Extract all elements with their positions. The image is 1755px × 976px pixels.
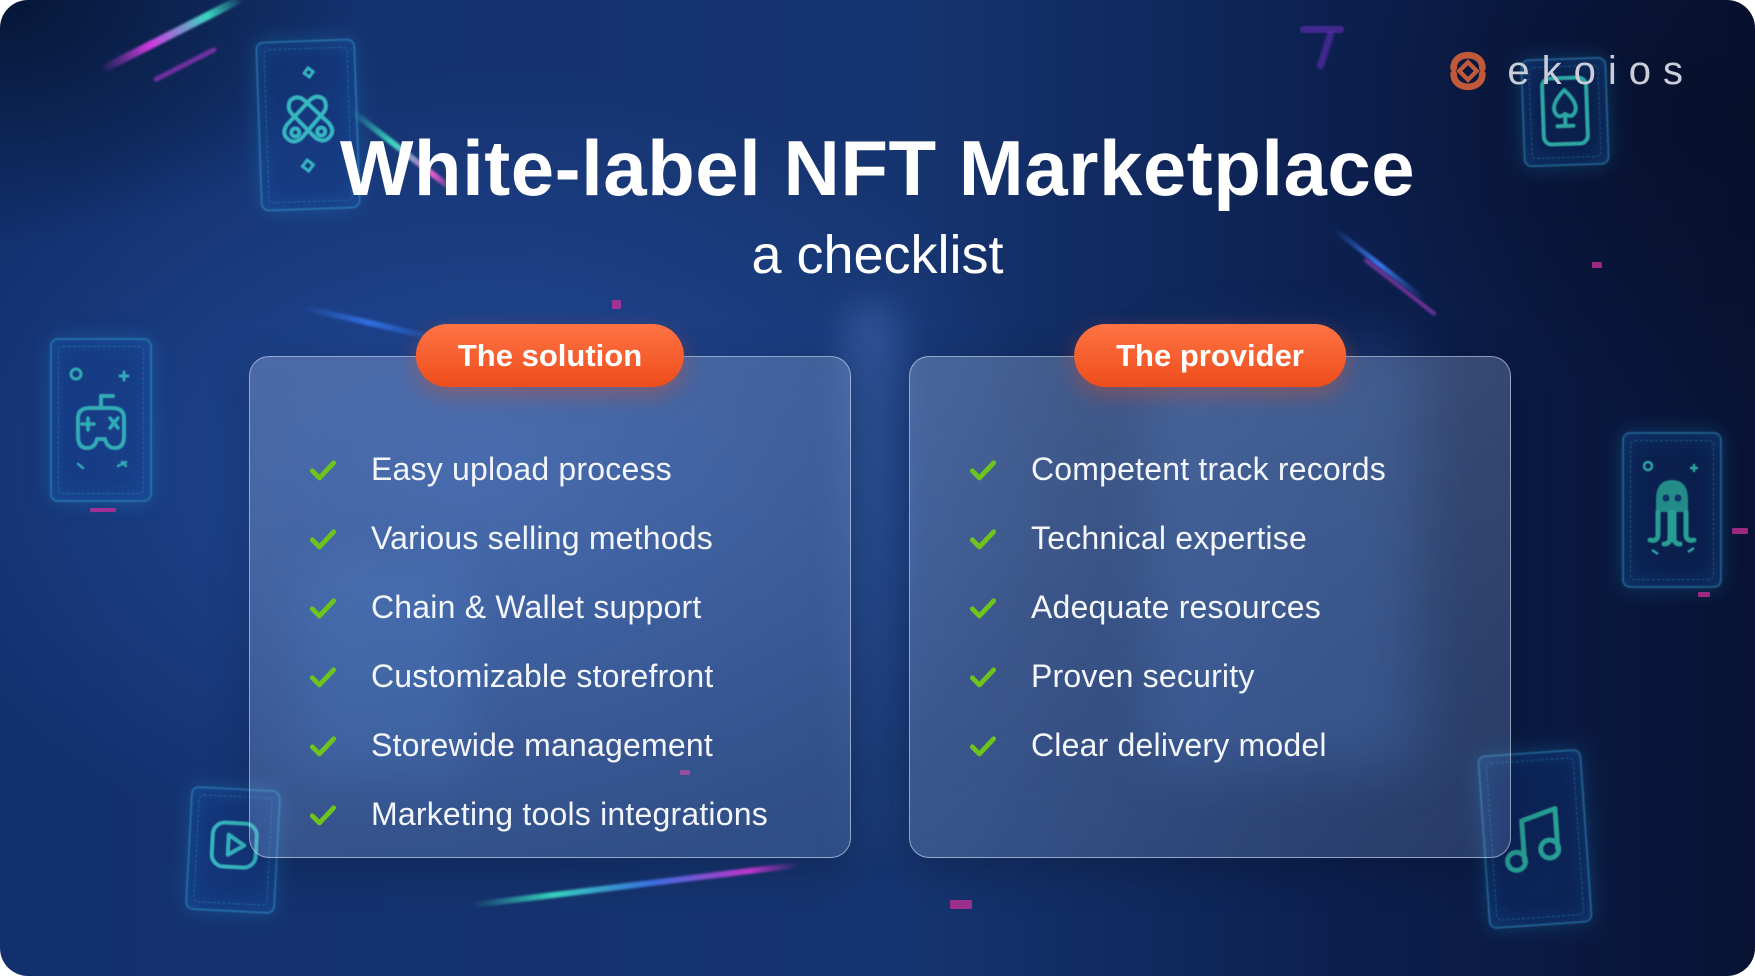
check-icon — [309, 459, 337, 480]
glitch-beam — [470, 861, 800, 909]
glitch-beam — [152, 46, 218, 83]
list-item-label: Storewide management — [371, 727, 713, 763]
solution-list: Easy upload process Various selling meth… — [250, 357, 850, 849]
provider-badge: The provider — [1074, 324, 1346, 387]
octopus-nft-card-icon — [1622, 432, 1722, 588]
page-subtitle: a checklist — [751, 224, 1004, 285]
list-item: Marketing tools integrations — [307, 780, 830, 849]
crossed-wands-nft-card-icon — [255, 38, 361, 212]
light-column-decoration — [842, 300, 902, 860]
list-item: Customizable storefront — [307, 642, 830, 711]
list-item-label: Adequate resources — [1031, 589, 1322, 625]
list-item: Various selling methods — [307, 504, 830, 573]
list-item-label: Proven security — [1031, 658, 1255, 694]
spade-nft-card-icon — [1520, 56, 1610, 168]
glitch-seven-decoration — [1300, 26, 1344, 33]
game-controller-nft-card-icon — [50, 338, 152, 502]
list-item-label: Various selling methods — [371, 520, 713, 556]
list-item-label: Marketing tools integrations — [371, 796, 768, 832]
glitch-beam — [98, 0, 246, 74]
check-icon — [969, 666, 997, 687]
list-item-label: Chain & Wallet support — [371, 589, 702, 625]
list-item: Adequate resources — [967, 573, 1490, 642]
check-icon — [309, 666, 337, 687]
list-item-label: Easy upload process — [371, 451, 672, 487]
logo-wordmark: ekoios — [1507, 49, 1695, 93]
list-item-label: Technical expertise — [1031, 520, 1307, 556]
list-item: Proven security — [967, 642, 1490, 711]
solution-card: The solution Easy upload process Various… — [249, 324, 851, 858]
check-icon — [309, 804, 337, 825]
list-item: Technical expertise — [967, 504, 1490, 573]
list-item: Easy upload process — [307, 435, 830, 504]
list-item: Storewide management — [307, 711, 830, 780]
music-note-nft-card-icon — [1477, 748, 1593, 930]
check-icon — [969, 459, 997, 480]
list-item-label: Competent track records — [1031, 451, 1386, 487]
blurred-shelf-decoration — [1150, 340, 1420, 770]
list-item: Chain & Wallet support — [307, 573, 830, 642]
list-item: Competent track records — [967, 435, 1490, 504]
provider-list: Competent track records Technical expert… — [910, 357, 1510, 780]
check-icon — [969, 597, 997, 618]
check-icon — [969, 528, 997, 549]
solution-badge: The solution — [415, 324, 685, 387]
list-item-label: Customizable storefront — [371, 658, 714, 694]
page-title: White-label NFT Marketplace — [339, 124, 1416, 212]
ekoios-logo-icon — [1450, 51, 1487, 91]
check-icon — [309, 597, 337, 618]
glitch-seven-decoration — [1315, 29, 1336, 71]
check-icon — [309, 528, 337, 549]
check-icon — [309, 735, 337, 756]
glitch-beam — [301, 304, 439, 342]
list-item: Clear delivery model — [967, 711, 1490, 780]
check-icon — [969, 735, 997, 756]
title-block: White-label NFT Marketplace a checklist — [0, 124, 1755, 286]
ekoios-logo: ekoios — [1445, 48, 1695, 94]
list-item-label: Clear delivery model — [1031, 727, 1327, 763]
provider-card: The provider Competent track records Tec… — [909, 324, 1511, 858]
